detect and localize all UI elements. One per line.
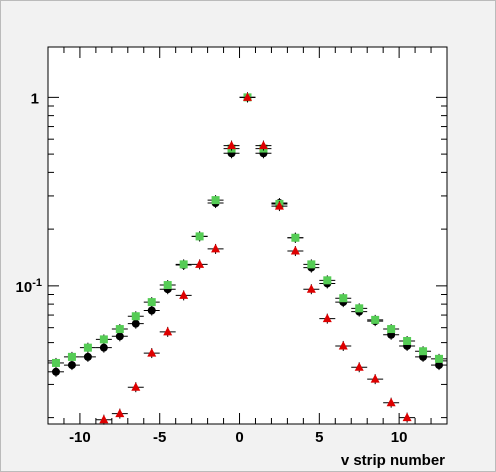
data-point-square <box>211 196 220 205</box>
data-point-triangle <box>386 397 396 407</box>
data-marks <box>48 92 447 425</box>
data-point-circle <box>131 319 140 328</box>
data-point-square <box>83 343 92 352</box>
data-point-square <box>179 260 188 269</box>
data-point-triangle <box>227 140 237 150</box>
data-point-square <box>323 276 332 285</box>
data-point-triangle <box>179 290 189 299</box>
plot-area <box>48 47 447 424</box>
x-axis-title: v strip number <box>341 452 445 469</box>
data-point-triangle <box>290 246 300 255</box>
data-point-square <box>403 336 412 345</box>
data-point-square <box>147 298 156 307</box>
data-point-square <box>163 281 172 290</box>
data-point-triangle <box>306 284 316 293</box>
data-point-square <box>51 358 60 367</box>
tick-labels: -10 -5 0 5 10 10-1 1 <box>16 90 408 446</box>
y-tick-label: 1 <box>31 90 39 107</box>
data-point-square <box>291 233 300 242</box>
data-point-circle <box>99 343 108 352</box>
data-point-triangle <box>370 374 380 383</box>
data-point-square <box>307 260 316 269</box>
data-point-square <box>387 325 396 334</box>
data-point-square <box>67 352 76 361</box>
data-point-circle <box>147 306 156 315</box>
data-point-triangle <box>99 414 109 424</box>
x-tick-label: -10 <box>69 429 91 446</box>
data-point-triangle <box>163 326 173 336</box>
data-point-circle <box>67 361 76 370</box>
data-point-triangle <box>338 340 348 350</box>
data-point-square <box>115 325 124 334</box>
data-point-triangle <box>195 259 205 268</box>
data-point-square <box>419 347 428 356</box>
data-point-square <box>355 304 364 313</box>
plot-frame <box>47 46 448 425</box>
data-point-circle <box>115 332 124 341</box>
data-point-triangle <box>115 408 125 418</box>
data-point-triangle <box>402 412 412 422</box>
y-tick-label: 10-1 <box>16 277 42 296</box>
data-point-triangle <box>354 362 364 371</box>
data-point-triangle <box>258 140 268 150</box>
data-point-triangle <box>243 92 252 101</box>
data-point-triangle <box>322 313 332 323</box>
data-point-square <box>339 294 348 303</box>
x-tick-label: 10 <box>391 429 408 446</box>
data-point-circle <box>83 352 92 361</box>
x-tick-label: -5 <box>153 429 166 446</box>
data-point-triangle <box>211 243 221 253</box>
x-tick-label: 0 <box>235 429 243 446</box>
data-point-square <box>99 335 108 344</box>
data-point-triangle <box>131 382 141 391</box>
data-point-square <box>195 232 204 241</box>
data-point-triangle <box>274 201 284 210</box>
x-tick-label: 5 <box>315 429 323 446</box>
data-point-square <box>131 312 140 321</box>
data-point-square <box>435 354 444 363</box>
data-point-circle <box>435 361 444 370</box>
data-point-triangle <box>147 348 157 357</box>
data-point-circle <box>51 367 60 376</box>
data-point-square <box>371 315 380 324</box>
